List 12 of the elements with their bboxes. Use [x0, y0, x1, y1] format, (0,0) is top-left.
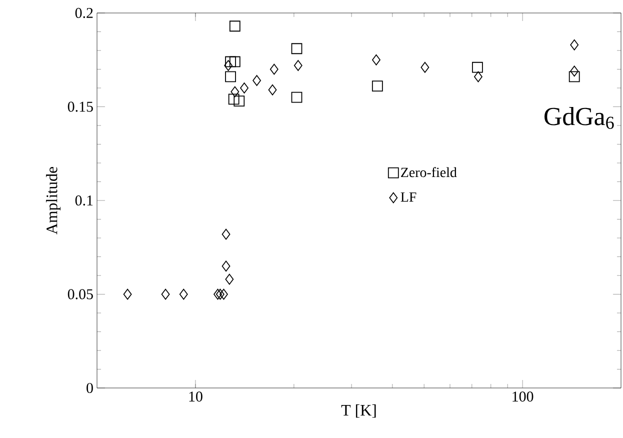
y-tick-label: 0.05	[68, 289, 93, 300]
annotation: GdGa$_{6}$	[544, 107, 614, 129]
x-axis-title: T [K]	[341, 404, 376, 418]
y-axis-title: Amplitude	[46, 166, 60, 234]
x-tick-label: 10	[189, 392, 202, 402]
y-tick-label: 0.15	[68, 102, 93, 112]
legend-label: LF	[400, 192, 416, 202]
y-tick-label: 0.2	[75, 8, 93, 18]
x-tick-label: 100	[512, 392, 534, 402]
y-tick-label: 0	[86, 382, 93, 394]
legend-label: Zero-field	[401, 167, 457, 178]
y-tick-label: 0.1	[75, 195, 93, 206]
